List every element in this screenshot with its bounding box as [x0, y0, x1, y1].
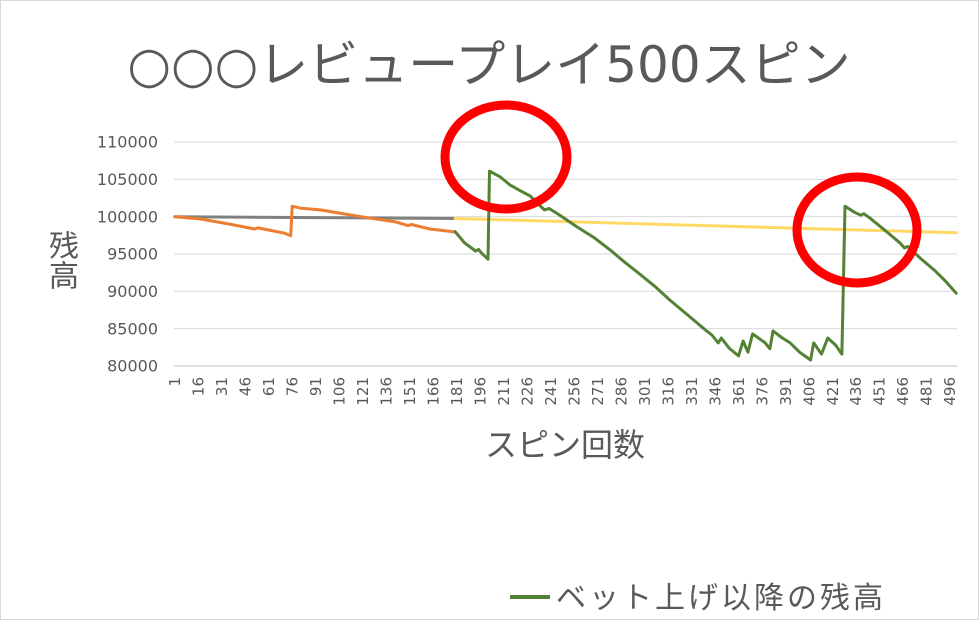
x-tick-label: 481	[918, 377, 936, 406]
y-tick-label: 95000	[107, 245, 158, 264]
x-tick-label: 46	[237, 377, 255, 396]
x-tick-label: 136	[377, 377, 395, 406]
x-tick-label: 241	[542, 377, 560, 406]
highlight-circle-second-spike	[792, 172, 922, 288]
x-tick-label: 226	[518, 377, 536, 406]
x-tick-label: 1	[166, 377, 184, 387]
x-tick-label: 496	[941, 377, 959, 406]
x-tick-label: 436	[847, 377, 865, 406]
x-tick-label: 346	[706, 377, 724, 406]
highlight-circle-first-spike	[440, 100, 572, 214]
x-tick-label: 466	[894, 377, 912, 406]
x-tick-label: 211	[495, 377, 513, 406]
x-tick-label: 451	[871, 377, 889, 406]
chart-title: ○○○レビュープレイ500スピン	[127, 36, 850, 94]
x-tick-label: 406	[800, 377, 818, 406]
y-tick-label: 110000	[97, 133, 158, 152]
x-axis-tick-labels: 1 16 31 46 61 76 91 106 121 136 151 166 181 196 211 226…	[166, 377, 959, 406]
x-tick-label: 271	[589, 377, 607, 406]
x-tick-label: 16	[190, 377, 208, 396]
x-tick-label: 76	[283, 377, 301, 396]
x-tick-label: 301	[636, 377, 654, 406]
x-tick-label: 316	[659, 377, 677, 406]
y-tick-label: 85000	[107, 319, 158, 338]
x-tick-label: 391	[777, 377, 795, 406]
x-tick-label: 421	[824, 377, 842, 406]
series-line-3	[453, 217, 958, 235]
x-tick-label: 151	[401, 377, 419, 406]
series-line-4	[453, 169, 958, 362]
x-tick-label: 376	[753, 377, 771, 406]
series-lines	[173, 169, 958, 362]
x-tick-label: 121	[354, 377, 372, 406]
series-line-2	[173, 204, 457, 238]
legend-label: ベット上げ以降の残高	[556, 581, 886, 616]
x-tick-label: 31	[213, 377, 231, 396]
x-tick-label: 91	[307, 377, 325, 396]
x-tick-label: 61	[260, 377, 278, 396]
y-tick-label: 80000	[107, 357, 158, 376]
x-tick-label: 286	[612, 377, 630, 406]
legend: ベット上げ以降の残高	[510, 581, 886, 616]
x-tick-label: 166	[424, 377, 442, 406]
x-tick-label: 331	[683, 377, 701, 406]
y-axis-label: 残高	[43, 230, 78, 290]
y-axis-tick-labels: 80000 85000 90000 95000 100000 105000 110000	[97, 133, 158, 376]
x-tick-label: 361	[730, 377, 748, 406]
y-tick-label: 105000	[97, 170, 158, 189]
series-line-1	[173, 215, 457, 220]
x-tick-label: 106	[330, 377, 348, 406]
y-tick-label: 90000	[107, 282, 158, 301]
x-tick-label: 256	[565, 377, 583, 406]
x-axis-label: スピン回数	[485, 426, 645, 464]
y-tick-label: 100000	[97, 207, 158, 226]
x-tick-label: 181	[448, 377, 466, 406]
x-tick-label: 196	[471, 377, 489, 406]
